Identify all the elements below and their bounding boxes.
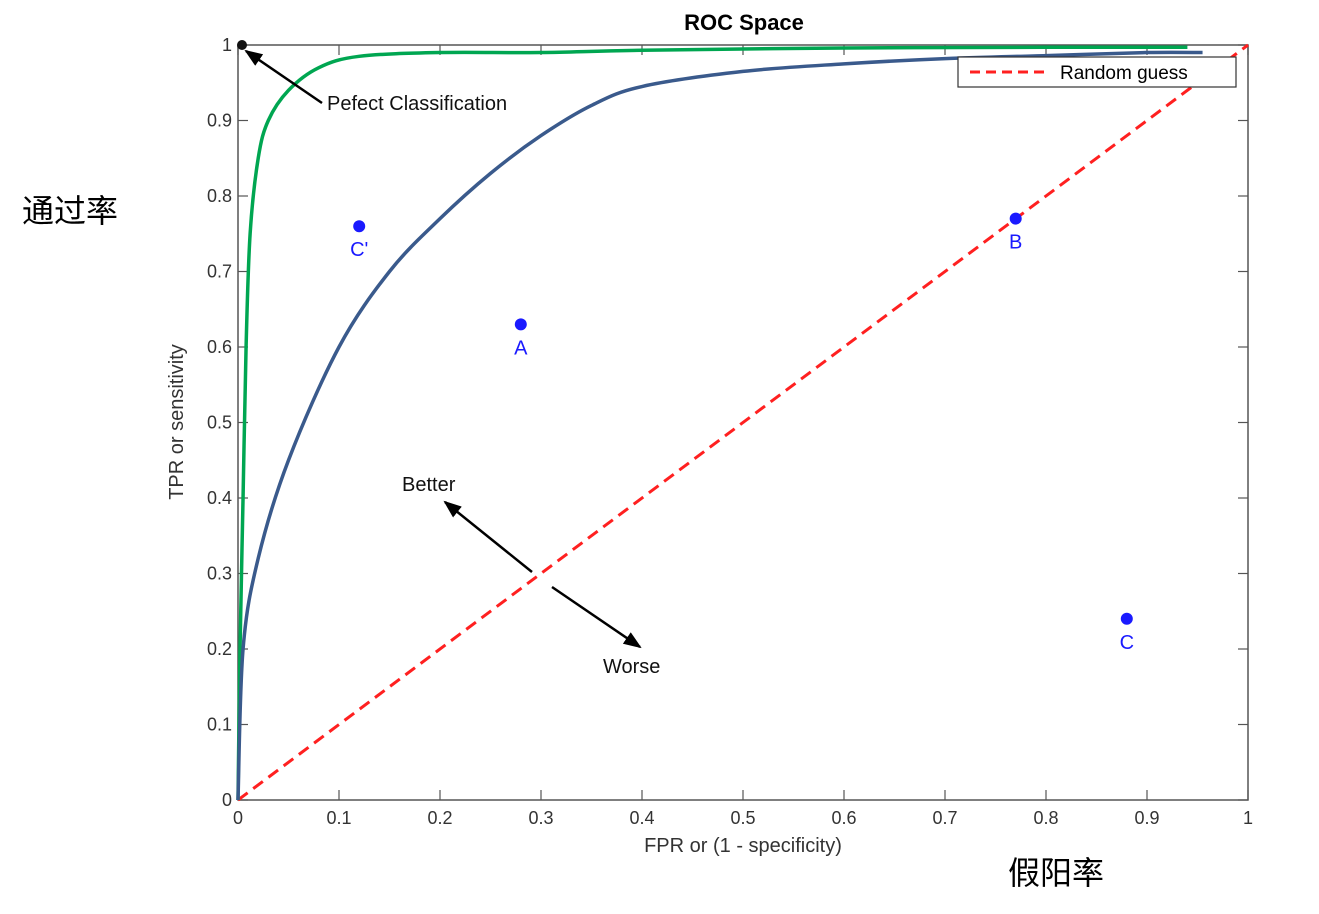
y-tick-label: 0 — [222, 790, 232, 810]
y-tick-label: 0.6 — [207, 337, 232, 357]
y-tick-label: 0.5 — [207, 413, 232, 433]
axis-ticks: 0 0.1 0.2 0.3 0.4 0.5 0.6 0.7 0.8 0.9 1 0 0.1 0.2 0.3 0… — [207, 35, 1253, 828]
y-tick-label: 0.4 — [207, 488, 232, 508]
x-axis-title: FPR or (1 - specificity) — [644, 835, 842, 857]
series-group — [236, 43, 1249, 802]
data-point-C — [1120, 612, 1133, 625]
y-tick-label: 0.9 — [207, 111, 232, 131]
series-line-2 — [236, 50, 1203, 801]
x-tick-label: 0.5 — [730, 808, 755, 828]
y-tick-label: 0.3 — [207, 564, 232, 584]
chart-title: ROC Space — [684, 10, 804, 35]
better-arrow — [443, 500, 533, 573]
x-tick-label: 0.2 — [427, 808, 452, 828]
x-tick-label: 0 — [233, 808, 243, 828]
data-point-label: A — [514, 337, 528, 359]
x-tick-label: 0.8 — [1033, 808, 1058, 828]
y-tick-label: 0.2 — [207, 639, 232, 659]
x-tick-label: 0.3 — [528, 808, 553, 828]
x-tick-label: 0.9 — [1134, 808, 1159, 828]
legend-random-guess-label: Random guess — [1060, 63, 1188, 84]
series-line-1 — [236, 45, 1188, 801]
y-tick-label: 1 — [222, 35, 232, 55]
data-point-B — [1009, 212, 1022, 225]
worse-label: Worse — [603, 656, 660, 678]
y-tick-label: 0.8 — [207, 186, 232, 206]
x-tick-label: 0.7 — [932, 808, 957, 828]
y-axis-title: TPR or sensitivity — [166, 344, 188, 500]
fpr-chinese-label: 假阳率 — [1008, 854, 1105, 892]
x-tick-label: 0.6 — [831, 808, 856, 828]
data-point-label: C — [1120, 632, 1134, 654]
perfect-point — [237, 40, 247, 50]
annotations: Pefect Classification Better Worse — [237, 40, 660, 678]
data-points: C' A B C — [350, 212, 1134, 654]
x-tick-label: 0.4 — [629, 808, 654, 828]
better-label: Better — [402, 474, 456, 496]
data-point-label: B — [1009, 232, 1022, 254]
legend: Random guess — [957, 56, 1237, 88]
perfect-arrow — [244, 49, 323, 105]
data-point-C' — [353, 220, 366, 233]
worse-arrow — [551, 585, 642, 649]
y-tick-label: 0.7 — [207, 262, 232, 282]
data-point-A — [514, 318, 527, 331]
x-tick-label: 1 — [1243, 808, 1253, 828]
y-tick-label: 0.1 — [207, 715, 232, 735]
tpr-chinese-label: 通过率 — [22, 192, 119, 230]
perfect-label: Pefect Classification — [327, 93, 507, 115]
data-point-label: C' — [350, 239, 368, 261]
x-tick-label: 0.1 — [326, 808, 351, 828]
series-line-0 — [237, 43, 1249, 802]
